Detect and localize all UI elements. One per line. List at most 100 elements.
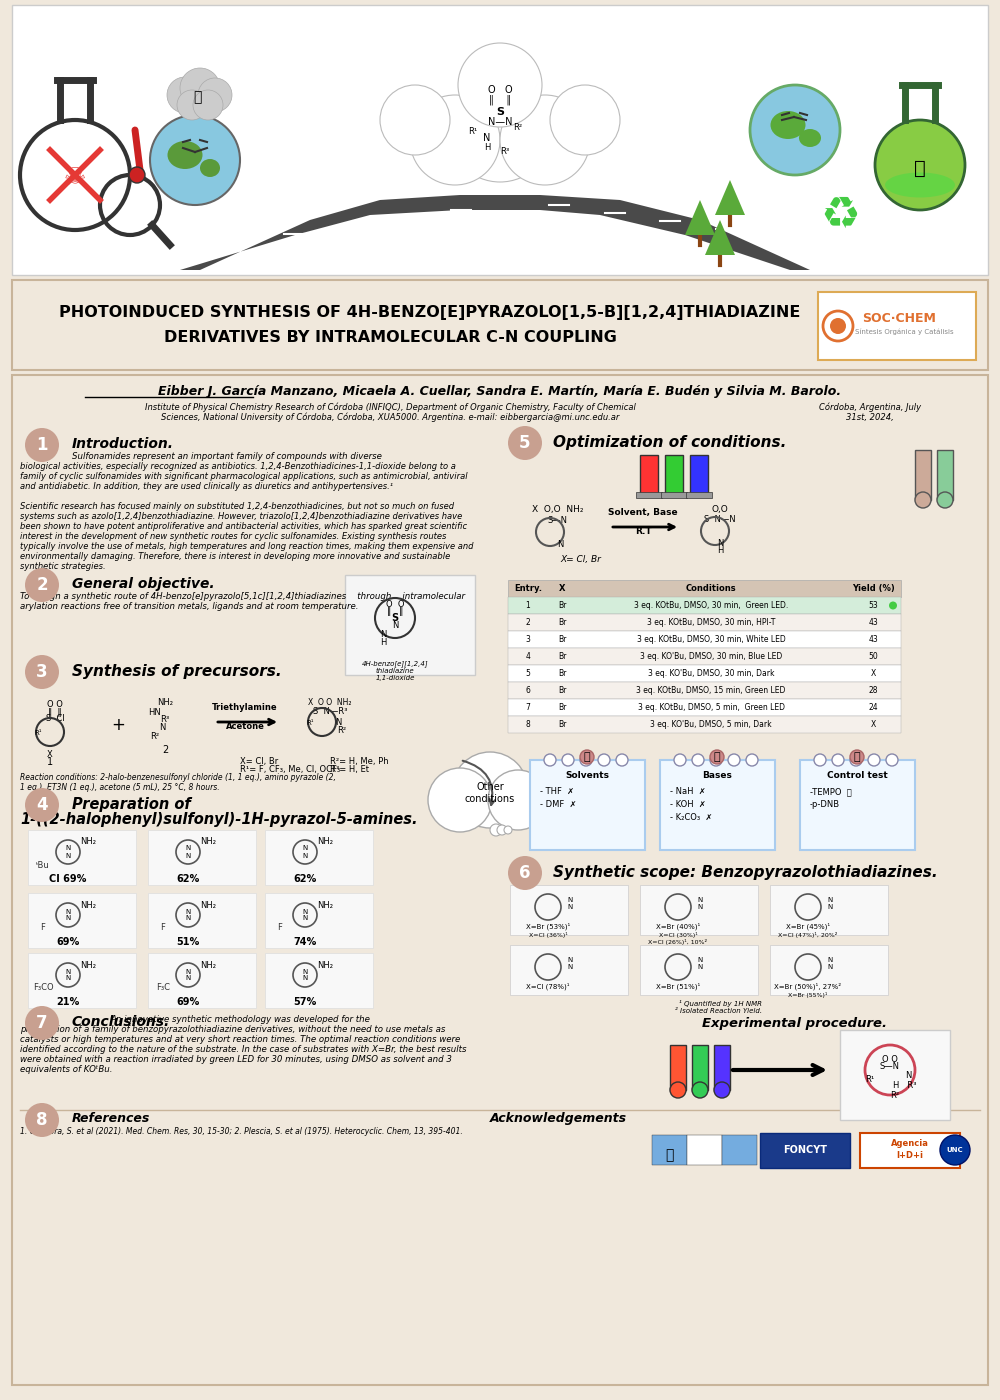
Text: ¹ Quantified by 1H NMR: ¹ Quantified by 1H NMR (679, 1000, 762, 1007)
Circle shape (714, 1082, 730, 1098)
Text: Córdoba, Argentina, July
31st, 2024,: Córdoba, Argentina, July 31st, 2024, (819, 402, 921, 421)
Text: 📌: 📌 (854, 752, 860, 762)
Text: N: N (483, 133, 491, 143)
Bar (722, 1135, 757, 1165)
Text: 3 eq. KOtBu, DMSO, 30 min,  Green LED.: 3 eq. KOtBu, DMSO, 30 min, Green LED. (634, 601, 788, 610)
Text: Synthetic scope: Benzopyrazolothiadiazines.: Synthetic scope: Benzopyrazolothiadiazin… (553, 865, 938, 881)
Text: N
N: N N (567, 897, 573, 910)
Circle shape (177, 90, 207, 120)
Bar (770, 945, 888, 995)
Text: 5: 5 (526, 669, 530, 678)
Text: R²: R² (890, 1091, 900, 1099)
Circle shape (886, 755, 898, 766)
Text: Introduction.: Introduction. (72, 437, 174, 451)
Text: environmentally damaging. Therefore, there is interest in developing more innova: environmentally damaging. Therefore, the… (20, 552, 450, 561)
Text: Reaction conditions: 2-halo-benzenesulfonyl chloride (1, 1 eq.), amino pyrazole : Reaction conditions: 2-halo-benzenesulfo… (20, 773, 336, 792)
Bar (12, 6, 988, 274)
Bar (508, 699, 901, 715)
Bar (660, 760, 775, 850)
Circle shape (25, 655, 59, 689)
Text: PHOTOINDUCED SYNTHESIS OF 4H-BENZO[E]PYRAZOLO[1,5-B][1,2,4]THIADIAZINE: PHOTOINDUCED SYNTHESIS OF 4H-BENZO[E]PYR… (59, 305, 801, 321)
Circle shape (692, 755, 704, 766)
Text: X=Cl (30%)¹
X=Cl (26%)¹, 10%²: X=Cl (30%)¹ X=Cl (26%)¹, 10%² (648, 932, 708, 945)
Text: X=Cl (36%)¹: X=Cl (36%)¹ (529, 932, 567, 938)
Text: X  O,O  NH₂: X O,O NH₂ (532, 505, 584, 514)
Polygon shape (685, 200, 715, 235)
Bar (840, 1030, 950, 1120)
Text: N—N: N—N (488, 118, 512, 127)
Circle shape (150, 115, 240, 204)
Text: 53: 53 (869, 601, 878, 610)
Text: F: F (278, 924, 282, 932)
Text: equivalents of KOᵗBu.: equivalents of KOᵗBu. (20, 1065, 112, 1074)
Text: were obtained with a reaction irradiated by green LED for 30 minutes, using DMSO: were obtained with a reaction irradiated… (20, 1056, 452, 1064)
Text: O O: O O (882, 1056, 898, 1064)
Circle shape (562, 755, 574, 766)
Text: N
N: N N (65, 969, 71, 981)
Text: N: N (380, 630, 386, 638)
Text: 🌟: 🌟 (665, 1148, 673, 1162)
Ellipse shape (168, 141, 202, 169)
Text: preparation of a family of benzopyrazolothiadiazine derivatives, without the nee: preparation of a family of benzopyrazolo… (20, 1025, 445, 1035)
Ellipse shape (885, 172, 955, 197)
Bar (28, 953, 136, 1008)
Bar (508, 631, 901, 648)
Text: N
N: N N (697, 958, 703, 970)
Ellipse shape (770, 111, 806, 139)
Text: 8: 8 (526, 720, 530, 729)
Text: X=Br (45%)¹: X=Br (45%)¹ (786, 923, 830, 931)
Text: N
N: N N (65, 909, 71, 921)
Text: N: N (335, 718, 341, 727)
Bar (148, 953, 256, 1008)
Text: 1. Chhabra, S. et al (2021). Med. Chem. Res, 30, 15-30; 2. Plescia, S. et al (19: 1. Chhabra, S. et al (2021). Med. Chem. … (20, 1127, 463, 1135)
Text: Síntesis Orgánica y Catálisis: Síntesis Orgánica y Catálisis (855, 329, 954, 335)
Text: 50: 50 (869, 652, 878, 661)
Bar (28, 694, 113, 750)
Text: R¹: R¹ (306, 720, 314, 727)
Text: 24: 24 (869, 703, 878, 713)
Text: interest in the development of new synthetic routes for cyclic sulfonamides. Exi: interest in the development of new synth… (20, 532, 446, 540)
Circle shape (674, 755, 686, 766)
Text: 69%: 69% (56, 937, 80, 946)
Circle shape (850, 755, 862, 766)
Bar (12, 375, 988, 1385)
Text: -p-DNB: -p-DNB (810, 799, 840, 809)
Bar (148, 830, 256, 885)
Polygon shape (715, 181, 745, 216)
Bar (508, 596, 901, 615)
Text: F₃CO: F₃CO (33, 983, 53, 993)
Text: 💨: 💨 (193, 90, 201, 104)
Text: Br: Br (558, 686, 566, 694)
Text: 3: 3 (526, 636, 530, 644)
Text: 3 eq. KOtBu, DMSO, 30 min, White LED: 3 eq. KOtBu, DMSO, 30 min, White LED (637, 636, 785, 644)
Bar (508, 648, 901, 665)
Text: 21%: 21% (56, 997, 80, 1007)
Text: References: References (72, 1112, 150, 1126)
Text: Triethylamine: Triethylamine (212, 703, 278, 713)
Bar (652, 1135, 687, 1165)
Bar (28, 893, 136, 948)
Text: N
N: N N (65, 846, 71, 858)
Text: 74%: 74% (293, 937, 317, 946)
Bar (265, 893, 373, 948)
Bar (12, 280, 988, 370)
Text: S  Cl: S Cl (46, 714, 64, 722)
Circle shape (750, 85, 840, 175)
Bar (636, 491, 662, 498)
Circle shape (598, 755, 610, 766)
Text: Bases: Bases (702, 770, 732, 780)
Circle shape (129, 167, 145, 183)
Bar (937, 449, 953, 500)
Text: biological activities, especially recognized as antibiotics. 1,2,4-Benzothiadici: biological activities, especially recogn… (20, 462, 456, 470)
Text: UNC: UNC (947, 1147, 963, 1154)
Text: 4: 4 (36, 797, 48, 813)
Circle shape (25, 1103, 59, 1137)
Text: R²: R² (513, 123, 523, 133)
Bar (148, 893, 256, 948)
Text: NH₂: NH₂ (317, 900, 333, 910)
Text: X=Br (53%)¹: X=Br (53%)¹ (526, 923, 570, 931)
Text: 4: 4 (526, 652, 530, 661)
Text: 51%: 51% (176, 937, 200, 946)
Text: X=Br (51%)¹: X=Br (51%)¹ (656, 983, 700, 991)
Circle shape (580, 750, 594, 764)
